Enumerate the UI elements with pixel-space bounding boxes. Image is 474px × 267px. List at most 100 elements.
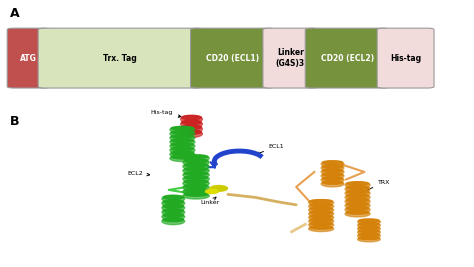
Ellipse shape xyxy=(162,213,185,220)
Ellipse shape xyxy=(357,233,380,238)
Ellipse shape xyxy=(357,223,380,228)
Ellipse shape xyxy=(183,184,209,191)
Ellipse shape xyxy=(345,198,370,205)
Ellipse shape xyxy=(310,218,332,222)
Ellipse shape xyxy=(310,222,332,225)
Ellipse shape xyxy=(162,205,185,211)
Ellipse shape xyxy=(170,147,195,153)
Ellipse shape xyxy=(183,176,209,182)
Ellipse shape xyxy=(184,176,208,179)
Text: His-tag: His-tag xyxy=(390,54,421,62)
Ellipse shape xyxy=(183,193,209,199)
Ellipse shape xyxy=(182,120,201,125)
Text: His-tag: His-tag xyxy=(151,110,181,117)
Ellipse shape xyxy=(183,189,209,195)
Ellipse shape xyxy=(184,180,208,184)
Ellipse shape xyxy=(171,143,194,147)
Ellipse shape xyxy=(206,189,219,194)
Ellipse shape xyxy=(345,186,370,192)
Ellipse shape xyxy=(346,198,369,202)
Ellipse shape xyxy=(357,237,380,242)
Ellipse shape xyxy=(309,203,334,209)
Text: Trx. Tag: Trx. Tag xyxy=(103,54,137,62)
Text: A: A xyxy=(9,7,19,20)
Ellipse shape xyxy=(170,151,195,158)
Text: ECL2: ECL2 xyxy=(128,171,150,176)
Ellipse shape xyxy=(171,147,194,151)
Text: CD20 (ECL1): CD20 (ECL1) xyxy=(206,54,259,62)
Ellipse shape xyxy=(346,186,369,190)
Ellipse shape xyxy=(181,125,202,133)
Ellipse shape xyxy=(322,169,343,172)
Ellipse shape xyxy=(163,218,183,222)
Ellipse shape xyxy=(357,230,380,235)
Ellipse shape xyxy=(359,219,379,222)
Ellipse shape xyxy=(184,155,208,159)
Ellipse shape xyxy=(163,195,183,199)
Ellipse shape xyxy=(321,161,344,167)
Ellipse shape xyxy=(345,207,370,213)
Ellipse shape xyxy=(309,222,334,228)
Ellipse shape xyxy=(309,218,334,224)
Ellipse shape xyxy=(345,202,370,209)
Ellipse shape xyxy=(163,213,183,217)
Ellipse shape xyxy=(171,151,194,155)
Ellipse shape xyxy=(309,215,334,220)
Ellipse shape xyxy=(210,186,228,191)
Ellipse shape xyxy=(359,233,379,236)
Ellipse shape xyxy=(171,155,194,159)
FancyBboxPatch shape xyxy=(7,28,50,88)
Ellipse shape xyxy=(310,200,332,203)
Ellipse shape xyxy=(181,120,202,128)
Ellipse shape xyxy=(321,165,344,171)
Ellipse shape xyxy=(310,226,332,229)
Ellipse shape xyxy=(162,209,185,216)
Ellipse shape xyxy=(310,203,332,207)
Ellipse shape xyxy=(322,173,343,176)
FancyBboxPatch shape xyxy=(305,28,390,88)
Ellipse shape xyxy=(183,180,209,186)
Ellipse shape xyxy=(184,172,208,175)
Ellipse shape xyxy=(163,209,183,213)
Ellipse shape xyxy=(170,135,195,141)
Ellipse shape xyxy=(346,194,369,198)
Ellipse shape xyxy=(359,226,379,229)
Ellipse shape xyxy=(183,172,209,178)
Ellipse shape xyxy=(321,173,344,179)
FancyBboxPatch shape xyxy=(191,28,275,88)
Ellipse shape xyxy=(181,116,202,123)
Ellipse shape xyxy=(163,200,183,204)
Ellipse shape xyxy=(309,211,334,217)
Ellipse shape xyxy=(357,226,380,231)
Ellipse shape xyxy=(345,194,370,201)
Ellipse shape xyxy=(184,184,208,188)
Ellipse shape xyxy=(359,237,379,239)
Ellipse shape xyxy=(163,204,183,208)
Ellipse shape xyxy=(170,143,195,149)
Text: ECL1: ECL1 xyxy=(256,144,284,154)
Ellipse shape xyxy=(181,130,202,138)
Ellipse shape xyxy=(346,210,369,214)
Text: B: B xyxy=(9,115,19,128)
Ellipse shape xyxy=(170,155,195,162)
Ellipse shape xyxy=(171,131,194,134)
Ellipse shape xyxy=(309,226,334,231)
Ellipse shape xyxy=(162,200,185,207)
Ellipse shape xyxy=(184,188,208,192)
Ellipse shape xyxy=(182,125,201,129)
Ellipse shape xyxy=(359,222,379,226)
FancyBboxPatch shape xyxy=(263,28,318,88)
Ellipse shape xyxy=(182,115,201,120)
Ellipse shape xyxy=(309,200,334,205)
Ellipse shape xyxy=(183,159,209,166)
Text: Linker: Linker xyxy=(201,197,220,205)
Ellipse shape xyxy=(345,211,370,217)
Ellipse shape xyxy=(321,177,344,183)
Ellipse shape xyxy=(184,193,208,196)
Text: CD20 (ECL2): CD20 (ECL2) xyxy=(321,54,374,62)
Ellipse shape xyxy=(322,181,343,184)
Ellipse shape xyxy=(182,130,201,134)
Ellipse shape xyxy=(310,207,332,210)
Ellipse shape xyxy=(310,215,332,218)
Ellipse shape xyxy=(321,181,344,187)
